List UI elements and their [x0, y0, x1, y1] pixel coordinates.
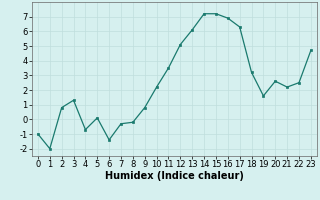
X-axis label: Humidex (Indice chaleur): Humidex (Indice chaleur) [105, 171, 244, 181]
